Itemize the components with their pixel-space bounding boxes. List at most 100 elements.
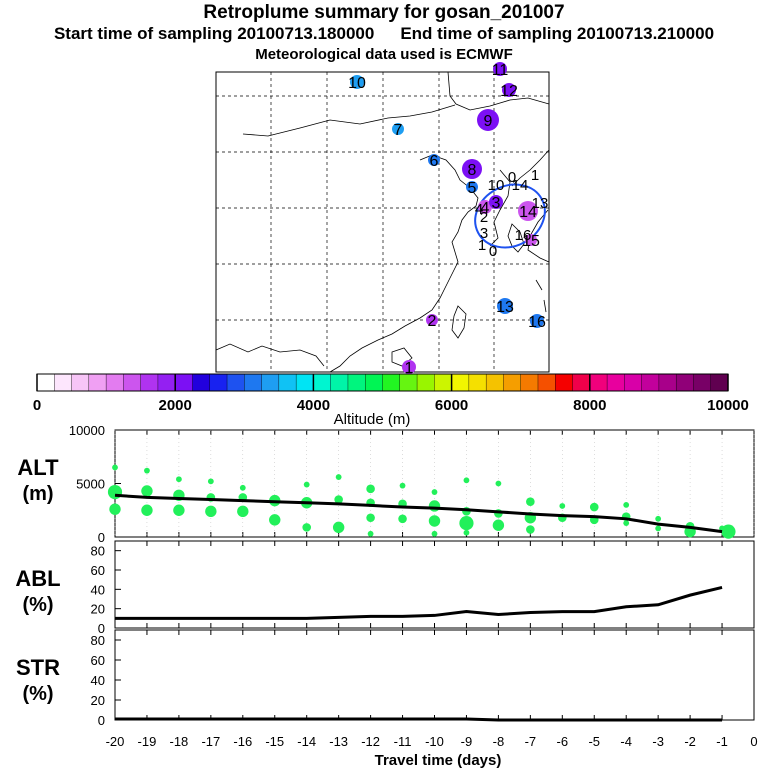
map-marker-label-7: 7 (394, 122, 403, 139)
y-tick-label: 40 (91, 582, 105, 597)
map-marker-label-16: 16 (528, 314, 546, 331)
x-tick-label: -4 (620, 734, 632, 749)
map-frame (215, 71, 550, 373)
alt-point (303, 481, 310, 488)
colorbar-tick-label: 4000 (297, 397, 330, 414)
map-marker-14 (518, 201, 538, 221)
y-tick-label: 0 (98, 621, 105, 636)
colorbar-tick-label: 0 (33, 397, 41, 414)
x-tick-label: -2 (684, 734, 696, 749)
alt-point (332, 521, 345, 534)
colorbar-cell (192, 373, 211, 392)
alt-point (495, 480, 502, 487)
map-marker-11 (493, 62, 507, 76)
alt-point (428, 515, 441, 527)
map-marker-label-4: 4 (481, 200, 490, 217)
alt-point (398, 514, 407, 524)
map-cluster-label: 1 (478, 237, 486, 254)
map-cluster-label: 10 (488, 177, 505, 194)
colorbar-cell (209, 373, 228, 392)
alt-point (239, 484, 246, 491)
alt-point (399, 482, 406, 489)
alt-point (334, 495, 343, 504)
alt-point (526, 525, 535, 534)
alt-point (431, 489, 438, 495)
y-unit-str: (%) (22, 683, 53, 705)
colorbar-tick-label: 6000 (435, 397, 468, 414)
start-time-label: Start time of sampling 20100713.180000 (53, 24, 375, 43)
map-marker-16 (530, 314, 544, 328)
y-label-abl: ABL (15, 566, 60, 591)
y-tick-label: 40 (91, 673, 105, 688)
colorbar-cell (174, 373, 193, 392)
alt-point (589, 502, 599, 512)
alt-point (144, 467, 150, 474)
map-marker-10 (350, 75, 364, 89)
colorbar-cell (710, 373, 729, 392)
map-marker-1 (402, 360, 416, 374)
met-data-label: Meteorological data used is ECMWF (255, 46, 513, 63)
colorbar-cell (330, 373, 349, 392)
map-marker-label-1: 1 (405, 360, 414, 377)
x-tick-label: -15 (265, 734, 284, 749)
colorbar-cell (347, 373, 366, 392)
alt-point (721, 524, 736, 539)
alt-point (655, 515, 662, 522)
map-cluster-label: 0 (508, 169, 516, 186)
colorbar-cell (675, 373, 694, 392)
colorbar-cell (503, 373, 522, 392)
x-tick-label: -12 (361, 734, 380, 749)
x-axis-label: Travel time (days) (375, 752, 502, 768)
colorbar-cell (416, 373, 435, 392)
alt-point (623, 520, 630, 526)
x-tick-label: 0 (750, 734, 757, 749)
alt-point (463, 529, 470, 536)
colorbar-ticks: 0 2000 4000 6000 8000 10000 (33, 374, 749, 414)
colorbar-cell (451, 373, 470, 392)
time-series-panels: ALT (m) 10000 5000 0 ABL (%) 80 60 40 20 0 STR (%) 80 6… (15, 423, 757, 749)
y-tick-label: 5000 (76, 477, 105, 492)
colorbar-cell (140, 373, 159, 392)
colorbar-cell (399, 373, 418, 392)
alt-point (141, 504, 153, 516)
map-marker-2 (426, 314, 438, 326)
x-tick-label: -13 (329, 734, 348, 749)
colorbar-cell (123, 373, 142, 392)
alt-point (207, 478, 214, 485)
colorbar-cell (226, 373, 245, 392)
map-marker-label-6: 6 (430, 153, 439, 170)
colorbar-cell (244, 373, 263, 392)
map-cluster-label: 13 (532, 195, 549, 212)
alt-point (269, 514, 281, 526)
alt-point (431, 530, 438, 537)
alt-point (559, 503, 566, 509)
map-marker-label-13: 13 (496, 299, 514, 316)
alt-median-line (114, 493, 723, 534)
map-marker-7 (392, 123, 404, 135)
alt-point (463, 477, 470, 484)
map-cluster-label: 1 (531, 167, 539, 184)
map-cluster-label: 16 (515, 227, 532, 244)
y-tick-label: 10000 (69, 423, 105, 438)
map-marker-label-11: 11 (492, 62, 509, 79)
alt-point (173, 504, 185, 516)
map-marker-8 (462, 159, 482, 179)
colorbar-cell (54, 373, 73, 392)
colorbar-cell (261, 373, 280, 392)
colorbar-cell (555, 373, 574, 392)
map-cluster-label: 4 (475, 201, 483, 218)
y-tick-label: 0 (98, 530, 105, 545)
alt-point (109, 503, 121, 515)
x-tick-label: -7 (525, 734, 537, 749)
map-marker-9 (477, 109, 499, 131)
y-unit-abl: (%) (22, 594, 53, 616)
alt-point (205, 505, 217, 518)
colorbar-tick-label: 2000 (159, 397, 192, 414)
colorbar-cell (537, 373, 556, 392)
colorbar-cell (693, 373, 712, 392)
y-label-alt: ALT (17, 455, 59, 480)
map-marker-label-15: 15 (522, 233, 540, 250)
alt-point (367, 530, 374, 537)
map-marker-label-10: 10 (348, 75, 366, 92)
